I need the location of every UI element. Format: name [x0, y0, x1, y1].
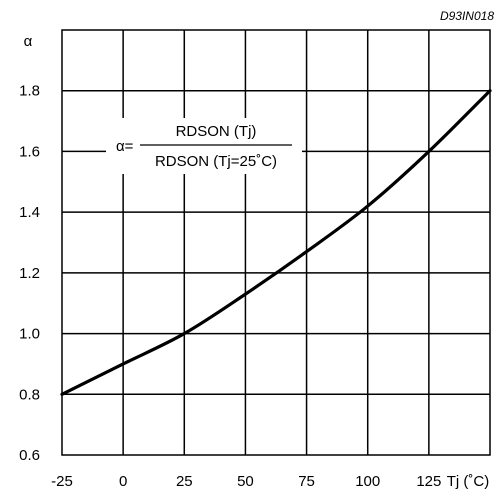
- y-tick-labels: 0.6 0.8 1.0 1.2 1.4 1.6 1.8: [19, 83, 40, 464]
- x-tick-labels: -25 0 25 50 75 100 125: [51, 473, 441, 490]
- x-tick-label: -25: [51, 473, 73, 490]
- formula-annotation: α= RDSON (Tj) RDSON (Tj=25˚C): [106, 118, 302, 174]
- plot-frame: [61, 29, 491, 456]
- x-tick-label: 25: [176, 473, 193, 490]
- formula-lhs: α=: [116, 138, 134, 155]
- formula-denominator: RDSON (Tj=25˚C): [155, 153, 277, 170]
- y-tick-label: 1.0: [19, 326, 40, 343]
- y-tick-label: 1.4: [19, 204, 40, 221]
- y-tick-label: 0.8: [19, 386, 40, 403]
- x-tick-label: 50: [237, 473, 254, 490]
- series-line: [60, 89, 492, 396]
- series-layer: [60, 89, 492, 396]
- x-axis-label: Tj (˚C): [447, 473, 489, 490]
- grid: [61, 29, 491, 456]
- y-tick-label: 1.6: [19, 143, 40, 160]
- x-tick-label: 125: [416, 473, 441, 490]
- y-tick-label: 0.6: [19, 447, 40, 464]
- x-tick-label: 100: [355, 473, 380, 490]
- y-axis-label: α: [24, 33, 33, 50]
- x-tick-label: 0: [119, 473, 127, 490]
- y-tick-label: 1.2: [19, 265, 40, 282]
- y-tick-label: 1.8: [19, 83, 40, 100]
- figure-code: D93IN018: [440, 9, 494, 23]
- x-tick-label: 75: [298, 473, 315, 490]
- formula-background: [106, 118, 302, 174]
- formula-numerator: RDSON (Tj): [176, 123, 257, 140]
